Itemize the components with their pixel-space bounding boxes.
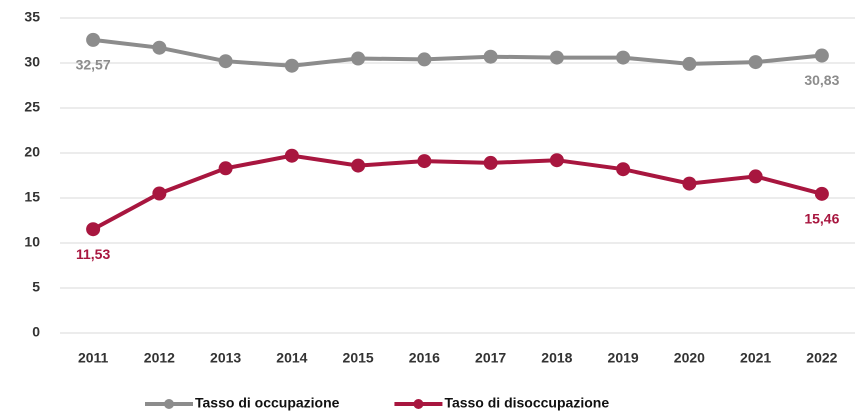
x-tick-label: 2018: [541, 350, 572, 366]
x-tick-label: 2013: [210, 350, 241, 366]
x-tick-label: 2021: [740, 350, 771, 366]
legend-marker: [413, 399, 424, 409]
y-tick-label: 20: [24, 144, 40, 160]
x-tick-label: 2015: [343, 350, 374, 366]
point: [748, 55, 763, 70]
x-tick-label: 2012: [144, 350, 175, 366]
value-label: 15,46: [804, 211, 839, 227]
point: [616, 162, 631, 177]
legend-label: Tasso di occupazione: [195, 395, 340, 411]
x-tick-label: 2020: [674, 350, 705, 366]
point: [616, 50, 631, 65]
x-tick-label: 2022: [806, 350, 837, 366]
series-line: [92, 153, 823, 231]
point: [483, 155, 498, 170]
legend-label: Tasso di disoccupazione: [444, 395, 609, 411]
point: [417, 52, 432, 67]
y-tick-label: 15: [24, 189, 40, 205]
point: [417, 154, 432, 169]
point: [814, 186, 829, 201]
point: [86, 32, 101, 47]
value-label: 11,53: [76, 246, 110, 262]
point: [549, 153, 564, 168]
x-tick-label: 2016: [409, 350, 440, 366]
point: [284, 148, 299, 163]
point: [86, 222, 101, 237]
y-tick-label: 30: [24, 54, 40, 70]
y-tick-label: 10: [24, 234, 40, 250]
y-tick-label: 35: [24, 9, 40, 25]
legend-marker: [164, 399, 174, 409]
point: [351, 158, 366, 173]
point: [152, 186, 167, 201]
x-tick-label: 2014: [276, 350, 307, 366]
point: [682, 176, 697, 191]
y-tick-label: 0: [32, 324, 40, 340]
x-tick-label: 2019: [608, 350, 639, 366]
x-tick-label: 2011: [78, 350, 109, 366]
point: [814, 48, 829, 63]
point: [682, 56, 697, 71]
point: [748, 169, 763, 184]
point: [284, 58, 299, 73]
series-line: [92, 37, 823, 68]
value-label: 30,83: [804, 72, 839, 88]
y-tick-label: 25: [24, 99, 40, 115]
point: [483, 49, 498, 64]
point: [152, 40, 167, 55]
point: [218, 54, 233, 69]
y-tick-label: 5: [32, 279, 40, 295]
point: [218, 161, 233, 176]
point: [351, 51, 366, 66]
x-tick-label: 2017: [475, 350, 506, 366]
value-label: 32,57: [76, 57, 111, 73]
point: [549, 50, 564, 65]
